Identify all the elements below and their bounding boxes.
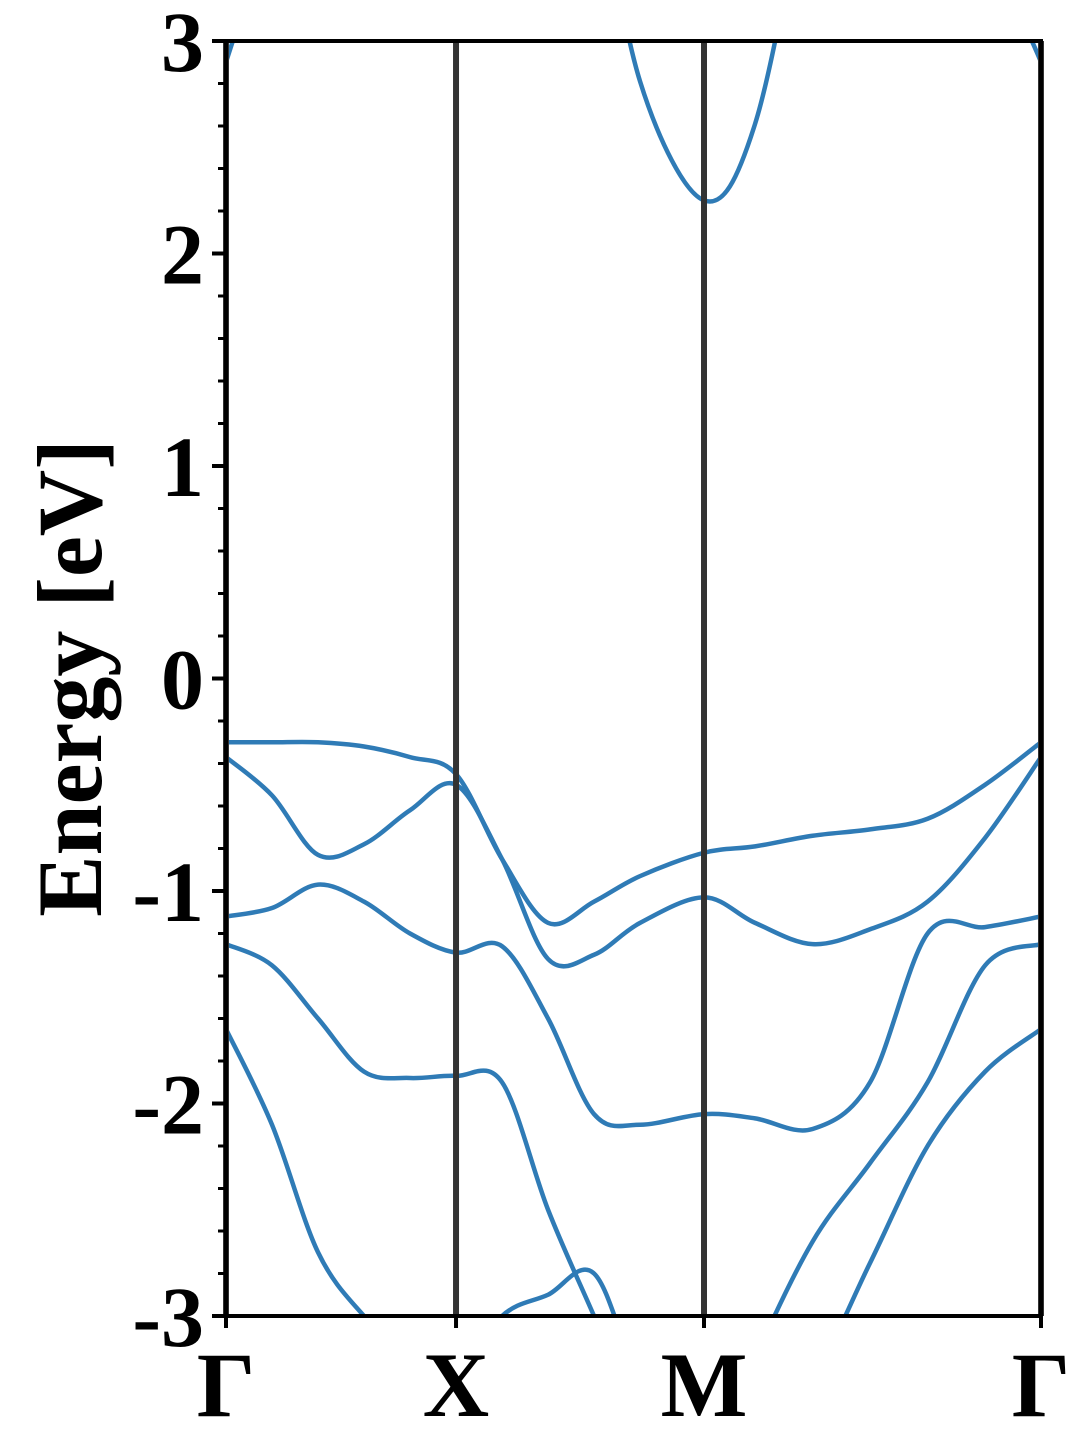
plot-frame bbox=[224, 39, 1043, 1318]
band-line bbox=[226, 755, 1041, 969]
y-tick-label: -1 bbox=[132, 844, 204, 940]
plot-area bbox=[226, 41, 1041, 1316]
band-line bbox=[226, 739, 1041, 927]
y-tick-label: 3 bbox=[161, 0, 204, 90]
y-tick-label: -3 bbox=[132, 1269, 204, 1365]
y-axis-label: Energy [eV] bbox=[19, 439, 121, 917]
x-tick-label: M bbox=[661, 1334, 748, 1436]
x-tick-label: Γ bbox=[1012, 1334, 1071, 1436]
y-tick-label: -2 bbox=[132, 1057, 204, 1153]
band-line bbox=[226, 41, 1041, 204]
y-tick-label: 0 bbox=[161, 632, 204, 728]
band-line bbox=[226, 1027, 1041, 1316]
y-tick-label: 2 bbox=[161, 207, 204, 303]
x-tick-label: X bbox=[423, 1334, 489, 1436]
band-line bbox=[226, 941, 1041, 1316]
x-tick-label: Γ bbox=[197, 1334, 256, 1436]
y-tick-label: 1 bbox=[161, 419, 204, 515]
band-line bbox=[226, 882, 1041, 1133]
